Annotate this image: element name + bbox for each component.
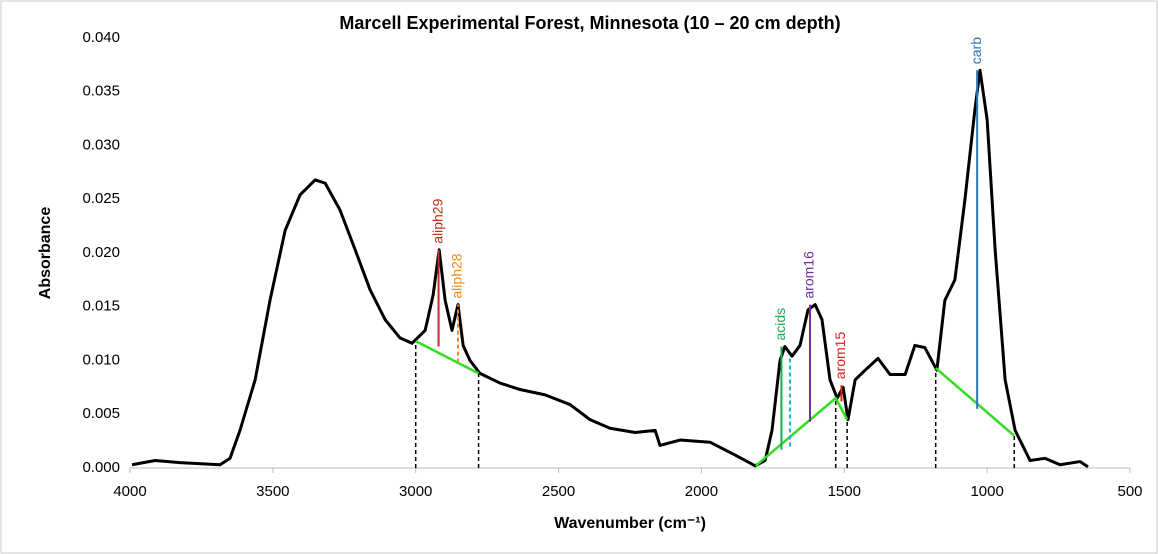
y-tick-label: 0.020 [82,244,120,261]
peak-label: aliph28 [449,253,465,298]
y-tick-label: 0.015 [82,298,120,315]
peak-label: acids [772,308,788,341]
x-tick-label: 3000 [399,483,432,500]
y-tick-label: 0.010 [82,351,120,368]
x-tick-label: 2500 [542,483,575,500]
y-axis-label: Absorbance [37,207,54,300]
x-tick-label: 1000 [970,483,1003,500]
x-tick-label: 4000 [113,483,146,500]
spectrum-line [131,68,1089,469]
y-tick-label: 0.005 [82,405,120,422]
peak-label: aliph29 [429,198,445,243]
y-tick-label: 0.000 [82,459,120,476]
chart-title: Marcell Experimental Forest, Minnesota (… [339,13,840,33]
y-tick-label: 0.025 [82,190,120,207]
y-tick-label: 0.035 [82,83,120,100]
peak-label: arom16 [801,251,817,299]
x-tick-label: 1500 [828,483,861,500]
peak-label: arom15 [832,332,848,380]
x-tick-label: 2000 [685,483,718,500]
y-tick-label: 0.040 [82,29,120,46]
x-axis-label: Wavenumber (cm⁻¹) [554,515,706,532]
baseline [415,340,1016,467]
peak-label: carb [968,37,984,64]
x-tick-label: 3500 [256,483,289,500]
x-tick-label: 500 [1117,483,1142,500]
y-tick-label: 0.030 [82,136,120,153]
